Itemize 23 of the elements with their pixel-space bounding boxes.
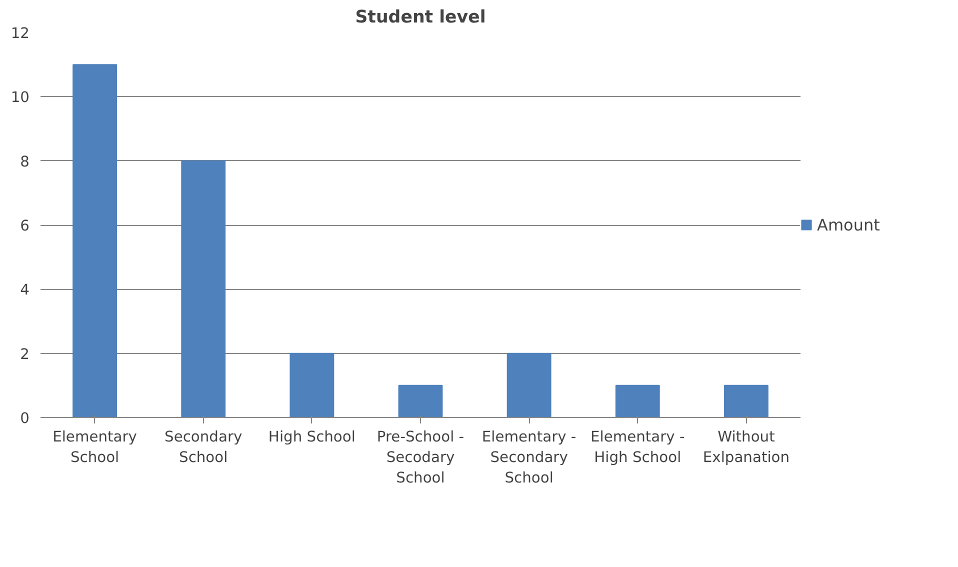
bar <box>290 352 334 418</box>
bar <box>506 352 552 418</box>
legend-label: Amount <box>817 215 880 234</box>
x-tick-label: Elementary School <box>52 428 138 466</box>
bar <box>181 160 226 418</box>
y-tick-label: 6 <box>20 218 30 234</box>
x-tick-label: Elementary - High School <box>590 428 685 466</box>
bar <box>398 384 443 418</box>
x-tick-label: Pre-School - Secodary School <box>376 428 464 486</box>
y-tick-label: 12 <box>10 25 30 42</box>
x-tick-label: Elementary - Secondary School <box>482 428 576 486</box>
y-tick-label: 4 <box>20 282 30 299</box>
y-tick-label: 10 <box>10 89 30 106</box>
y-tick-label: 0 <box>20 410 30 427</box>
y-tick-label: 8 <box>20 153 30 170</box>
x-tick-label: Without Exlpanation <box>702 428 790 466</box>
chart-title: Student level <box>355 8 486 28</box>
x-tick-label: High School <box>268 428 356 446</box>
bar <box>72 64 117 418</box>
bar <box>615 384 660 418</box>
bar <box>724 384 768 418</box>
x-tick-label: Secondary School <box>164 428 242 466</box>
y-tick-label: 2 <box>20 346 30 363</box>
